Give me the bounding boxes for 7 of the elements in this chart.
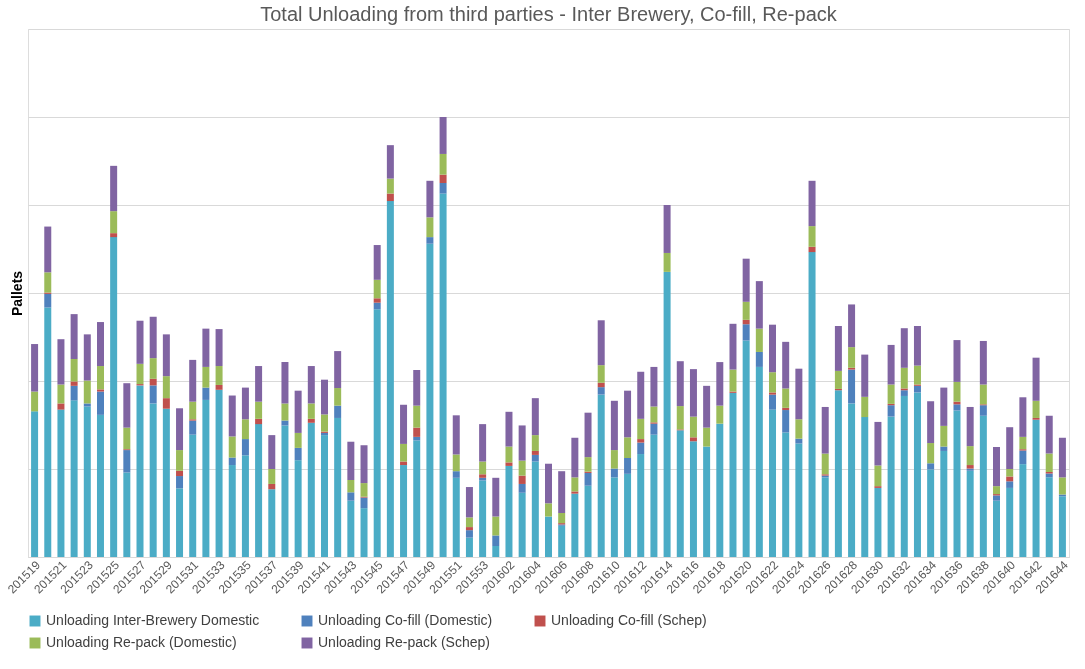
legend-label: Unloading Re-pack (Domestic) <box>46 634 237 650</box>
y-axis-title: Pallets <box>8 270 25 317</box>
chart-title: Total Unloading from third parties - Inter Brewery, Co-fill, Re-pack <box>260 3 838 25</box>
legend-label: Unloading Inter-Brewery Domestic <box>46 612 260 628</box>
legend-label: Unloading Co-fill (Domestic) <box>318 612 493 628</box>
legend-label: Unloading Re-pack (Schep) <box>318 634 490 650</box>
legend-label: Unloading Co-fill (Schep) <box>551 612 707 628</box>
